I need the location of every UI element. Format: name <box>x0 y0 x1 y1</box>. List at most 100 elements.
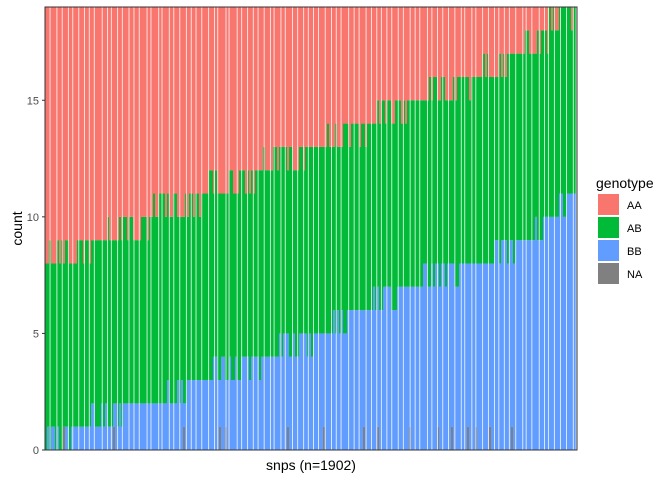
bar-segment-ab <box>517 53 520 241</box>
bar-segment-bb <box>289 356 292 450</box>
bar-segment-bb <box>351 310 354 450</box>
bar-segment-aa <box>171 7 174 217</box>
bar-segment-ab <box>571 30 574 194</box>
bar-segment-ab <box>261 170 264 357</box>
bar-segment-ab <box>361 123 364 311</box>
legend-swatch-bb <box>598 240 619 261</box>
bar-segment-ab <box>137 240 140 404</box>
bar-segment-aa <box>77 7 80 241</box>
bar-segment-aa <box>55 7 58 264</box>
bar-segment-aa <box>495 7 498 77</box>
bar-segment-ab <box>395 100 398 311</box>
bar-segment-ab <box>123 216 126 404</box>
bar-segment-bb <box>355 310 358 450</box>
bar-segment-ab <box>373 123 376 287</box>
bar-segment-bb <box>375 310 378 450</box>
bar-segment-aa <box>321 7 324 147</box>
bar-segment-aa <box>297 7 300 171</box>
bar-segment-ab <box>533 53 536 241</box>
bar-segment-bb <box>103 426 106 450</box>
bar-segment-aa <box>267 7 270 171</box>
bar-segment-ab <box>413 100 416 287</box>
bar-segment-ab <box>489 76 492 264</box>
bar-segment-aa <box>369 7 372 124</box>
bar-segment-ab <box>439 100 442 287</box>
bar-segment-aa <box>427 7 430 101</box>
bar-segment-bb <box>463 263 466 450</box>
bar-segment-na <box>183 426 186 450</box>
bar-segment-aa <box>203 7 206 194</box>
bar-segment-ab <box>209 170 212 381</box>
bar-segment-na <box>63 426 66 450</box>
bar-segment-bb <box>415 286 418 450</box>
bar-segment-aa <box>459 7 462 77</box>
bar-segment-bb <box>551 216 554 450</box>
bar-segment-bb <box>433 286 436 450</box>
bar-segment-ab <box>163 193 166 404</box>
bar-segment-bb <box>215 356 218 450</box>
bar-segment-aa <box>361 7 364 124</box>
bar-segment-ab <box>371 123 374 311</box>
bar-segment-aa <box>347 7 350 124</box>
bar-segment-aa <box>429 7 432 77</box>
bar-segment-na <box>437 426 440 450</box>
bar-segment-na <box>323 426 326 450</box>
bar-segment-aa <box>169 7 172 217</box>
bar-segment-bb <box>139 403 142 450</box>
bar-segment-bb <box>451 263 454 427</box>
bar-segment-ab <box>59 263 62 450</box>
bar-segment-ab <box>511 53 514 241</box>
bar-segment-ab <box>193 216 196 381</box>
bar-segment-ab <box>221 193 224 357</box>
bar-segment-aa <box>289 7 292 147</box>
bar-segment-aa <box>407 7 410 101</box>
bar-segment-ab <box>351 123 354 311</box>
bar-segment-aa <box>389 7 392 101</box>
bar-segment-ab <box>227 193 230 381</box>
bar-segment-bb <box>199 380 202 450</box>
bar-segment-bb <box>211 380 214 450</box>
bar-segment-ab <box>529 53 532 241</box>
bar-segment-ab <box>375 123 378 311</box>
bar-segment-ab <box>127 240 130 404</box>
bar-segment-ab <box>129 216 132 404</box>
bar-segment-aa <box>571 7 574 31</box>
bar-segment-aa <box>485 7 488 77</box>
bar-segment-aa <box>315 7 318 147</box>
bar-segment-ab <box>551 30 554 217</box>
bar-segment-aa <box>187 7 190 217</box>
bar-segment-aa <box>339 7 342 147</box>
bar-segment-ab <box>465 76 468 264</box>
bar-segment-bb <box>523 240 526 450</box>
bar-segment-ab <box>535 53 538 217</box>
bar-segment-ab <box>253 193 256 357</box>
bar-segment-aa <box>283 7 286 147</box>
bar-segment-ab <box>267 170 270 357</box>
bar-segment-ab <box>563 7 566 217</box>
bar-segment-aa <box>371 7 374 124</box>
bar-segment-aa <box>463 7 466 77</box>
bar-segment-bb <box>89 426 92 450</box>
bar-segment-ab <box>211 170 214 381</box>
bar-segment-bb <box>147 403 150 450</box>
bar-segment-aa <box>157 7 160 217</box>
bar-segment-bb <box>259 380 262 450</box>
bar-segment-aa <box>209 7 212 171</box>
bar-segment-bb <box>315 333 318 450</box>
bar-segment-ab <box>495 76 498 241</box>
bar-segment-bb <box>119 403 122 450</box>
bar-segment-bb <box>209 380 212 450</box>
bar-segment-bb <box>157 403 160 450</box>
bar-segment-ab <box>369 123 372 311</box>
bar-segment-bb <box>135 403 138 450</box>
plot-area <box>44 6 578 451</box>
bar-segment-bb <box>71 426 74 450</box>
bar-segment-aa <box>373 7 376 124</box>
bar-segment-bb <box>441 263 444 450</box>
bar-segment-bb <box>403 286 406 450</box>
bar-segment-ab <box>545 30 548 217</box>
bar-segment-aa <box>401 7 404 124</box>
bar-segment-aa <box>71 7 74 264</box>
bar-segment-aa <box>527 7 530 31</box>
bar-segment-ab <box>313 146 316 334</box>
